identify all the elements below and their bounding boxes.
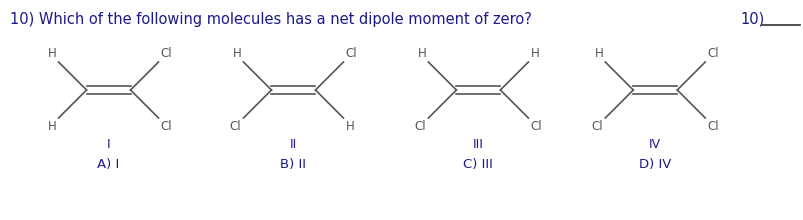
Text: C) III: C) III <box>463 158 493 171</box>
Text: II: II <box>289 138 297 151</box>
Text: IV: IV <box>648 138 661 151</box>
Text: H: H <box>232 47 241 60</box>
Text: A) I: A) I <box>97 158 120 171</box>
Text: H: H <box>593 47 602 60</box>
Text: Cl: Cl <box>230 120 241 133</box>
Text: Cl: Cl <box>161 120 172 133</box>
Text: Cl: Cl <box>591 120 602 133</box>
Text: H: H <box>530 47 539 60</box>
Text: I: I <box>107 138 110 151</box>
Text: 10): 10) <box>739 12 764 27</box>
Text: Cl: Cl <box>707 47 718 60</box>
Text: Cl: Cl <box>414 120 426 133</box>
Text: D) IV: D) IV <box>638 158 671 171</box>
Text: Cl: Cl <box>161 47 172 60</box>
Text: 10) Which of the following molecules has a net dipole moment of zero?: 10) Which of the following molecules has… <box>10 12 532 27</box>
Text: Cl: Cl <box>530 120 541 133</box>
Text: H: H <box>417 47 426 60</box>
Text: H: H <box>47 47 56 60</box>
Text: H: H <box>345 120 354 133</box>
Text: H: H <box>47 120 56 133</box>
Text: Cl: Cl <box>707 120 718 133</box>
Text: Cl: Cl <box>345 47 357 60</box>
Text: B) II: B) II <box>280 158 306 171</box>
Text: III: III <box>472 138 483 151</box>
